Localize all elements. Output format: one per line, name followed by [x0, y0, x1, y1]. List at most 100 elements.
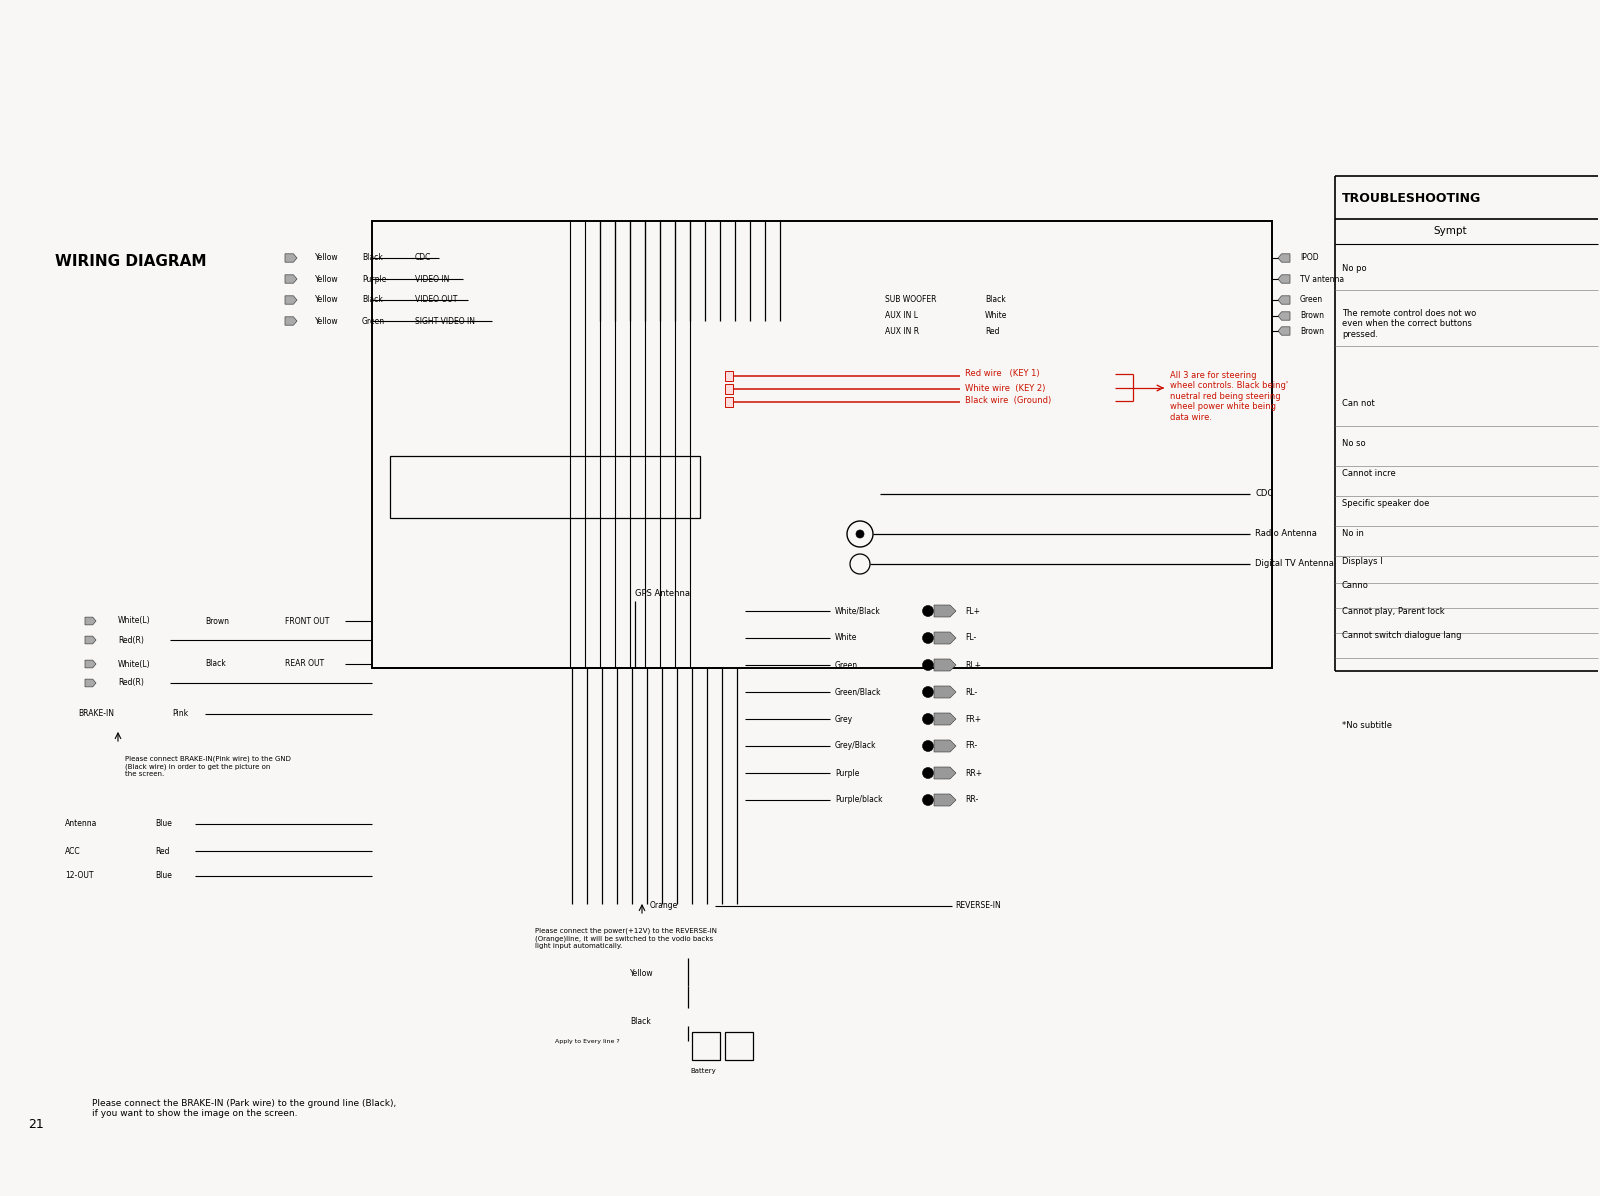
Circle shape: [923, 714, 933, 725]
Text: No po: No po: [1342, 263, 1366, 273]
Polygon shape: [1278, 312, 1290, 321]
Text: Specific speaker doe: Specific speaker doe: [1342, 500, 1429, 508]
Polygon shape: [934, 794, 955, 806]
Text: AUX IN L: AUX IN L: [885, 311, 918, 321]
Text: GPS Antenna: GPS Antenna: [635, 590, 690, 598]
Text: Black: Black: [986, 295, 1006, 305]
Text: Yellow: Yellow: [315, 275, 339, 283]
Polygon shape: [85, 636, 96, 643]
Text: Green: Green: [835, 660, 858, 670]
Polygon shape: [1278, 295, 1290, 304]
Circle shape: [923, 605, 933, 616]
Text: White: White: [986, 311, 1008, 321]
Text: RL+: RL+: [965, 660, 981, 670]
Text: Pink: Pink: [173, 709, 189, 719]
Text: 12-OUT: 12-OUT: [66, 872, 93, 880]
Polygon shape: [934, 659, 955, 671]
Text: No so: No so: [1342, 439, 1366, 448]
Polygon shape: [934, 631, 955, 643]
Bar: [725, 384, 733, 393]
Text: VIDEO IN: VIDEO IN: [414, 275, 450, 283]
Circle shape: [923, 687, 933, 697]
Text: Please connect BRAKE-IN(Pink wire) to the GND
(Black wire) in order to get the p: Please connect BRAKE-IN(Pink wire) to th…: [125, 756, 291, 777]
Text: Red: Red: [986, 327, 1000, 336]
Text: Purple: Purple: [362, 275, 386, 283]
Text: FR+: FR+: [965, 714, 981, 724]
Text: FL+: FL+: [965, 606, 979, 616]
Text: Orange: Orange: [650, 902, 678, 910]
Text: White(L): White(L): [118, 616, 150, 626]
Circle shape: [923, 768, 933, 779]
Text: RR+: RR+: [965, 769, 982, 777]
Polygon shape: [85, 679, 96, 687]
Text: Yellow: Yellow: [315, 254, 339, 262]
Text: Red(R): Red(R): [118, 678, 144, 688]
Text: *No subtitle: *No subtitle: [1342, 721, 1392, 731]
Text: Can not: Can not: [1342, 399, 1374, 409]
Circle shape: [923, 740, 933, 751]
Text: Green: Green: [362, 317, 386, 325]
Text: REVERSE-IN: REVERSE-IN: [955, 902, 1000, 910]
Text: Yellow: Yellow: [315, 295, 339, 305]
Polygon shape: [1278, 275, 1290, 283]
Circle shape: [923, 659, 933, 671]
Text: White/Black: White/Black: [835, 606, 880, 616]
Text: Cannot incre: Cannot incre: [1342, 470, 1395, 478]
Text: TROUBLESHOOTING: TROUBLESHOOTING: [1342, 193, 1482, 206]
Text: Antenna: Antenna: [66, 819, 98, 829]
Polygon shape: [934, 740, 955, 752]
Polygon shape: [1278, 327, 1290, 335]
Text: REAR OUT: REAR OUT: [285, 659, 325, 669]
Text: No in: No in: [1342, 530, 1363, 538]
Text: Black: Black: [205, 659, 226, 669]
Text: ACC: ACC: [66, 847, 80, 855]
Polygon shape: [285, 254, 298, 262]
Text: Purple/black: Purple/black: [835, 795, 883, 805]
Polygon shape: [934, 713, 955, 725]
Text: White(L): White(L): [118, 659, 150, 669]
Text: Blue: Blue: [155, 819, 171, 829]
Text: RL-: RL-: [965, 688, 978, 696]
Bar: [390, 456, 701, 518]
Polygon shape: [934, 605, 955, 617]
Text: Black: Black: [630, 1017, 651, 1025]
Circle shape: [923, 794, 933, 805]
Text: 21: 21: [29, 1117, 43, 1130]
Text: Battery: Battery: [690, 1068, 715, 1074]
Text: Displays I: Displays I: [1342, 556, 1382, 566]
Circle shape: [923, 633, 933, 643]
Text: All 3 are for steering
wheel controls. Black being'
nuetral red being steering
w: All 3 are for steering wheel controls. B…: [1170, 371, 1288, 422]
Text: Yellow: Yellow: [315, 317, 339, 325]
Text: Brown: Brown: [205, 616, 229, 626]
Bar: [725, 1032, 754, 1060]
Polygon shape: [934, 767, 955, 779]
Text: Black: Black: [362, 254, 382, 262]
Text: Red: Red: [155, 847, 170, 855]
Polygon shape: [285, 275, 298, 283]
Text: Black wire  (Ground): Black wire (Ground): [965, 397, 1051, 405]
Text: Red wire   (KEY 1): Red wire (KEY 1): [965, 370, 1040, 378]
Text: IPOD: IPOD: [1299, 254, 1318, 262]
Text: Sympt: Sympt: [1434, 226, 1467, 236]
Text: FL-: FL-: [965, 634, 976, 642]
Text: Grey: Grey: [835, 714, 853, 724]
Text: Apply to Every line ?: Apply to Every line ?: [555, 1038, 619, 1043]
Text: Red(R): Red(R): [118, 635, 144, 645]
Text: Yellow: Yellow: [630, 970, 654, 978]
Polygon shape: [285, 317, 298, 325]
Bar: [691, 1032, 720, 1060]
Bar: [371, 221, 1272, 669]
Text: Brown: Brown: [1299, 327, 1325, 336]
Polygon shape: [1278, 254, 1290, 262]
Text: Purple: Purple: [835, 769, 859, 777]
Text: Green/Black: Green/Black: [835, 688, 882, 696]
Text: Cannot switch dialogue lang: Cannot switch dialogue lang: [1342, 631, 1461, 641]
Text: RR-: RR-: [965, 795, 978, 805]
Text: Black: Black: [362, 295, 382, 305]
Text: FRONT OUT: FRONT OUT: [285, 616, 330, 626]
Text: FR-: FR-: [965, 742, 978, 751]
Text: BRAKE-IN: BRAKE-IN: [78, 709, 114, 719]
Text: Green: Green: [1299, 295, 1323, 305]
Text: AUX IN R: AUX IN R: [885, 327, 918, 336]
Bar: [725, 371, 733, 382]
